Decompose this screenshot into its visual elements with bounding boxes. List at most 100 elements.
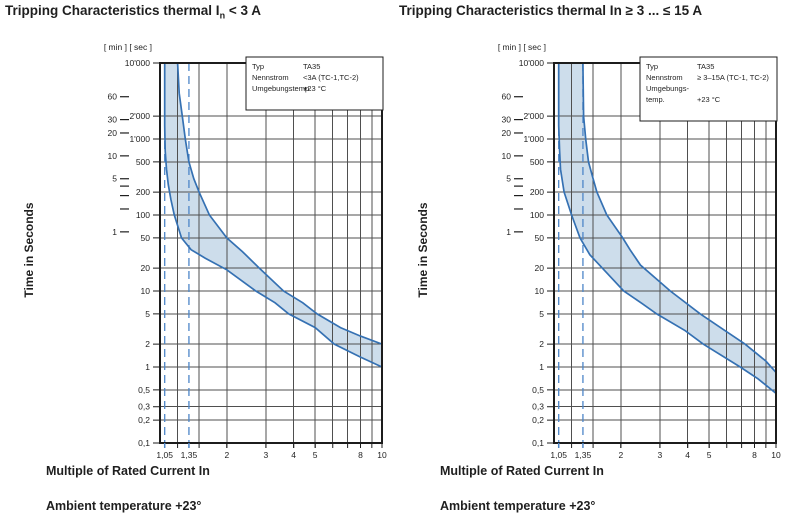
upper-trip-curve bbox=[176, 63, 382, 345]
svg-text:1: 1 bbox=[506, 227, 511, 237]
svg-text:1,05: 1,05 bbox=[156, 450, 173, 460]
legend-value: ≥ 3–15A (TC-1, TC-2) bbox=[697, 73, 769, 82]
svg-text:2: 2 bbox=[618, 450, 623, 460]
title-text: Tripping Characteristics thermal I bbox=[5, 3, 220, 18]
svg-text:0,3: 0,3 bbox=[532, 402, 544, 412]
svg-text:1,35: 1,35 bbox=[181, 450, 198, 460]
gridlines bbox=[554, 62, 777, 444]
x-axis-labels: 1,05 1,35 2 3 4 5 8 10 bbox=[550, 443, 781, 460]
svg-text:8: 8 bbox=[358, 450, 363, 460]
svg-text:10'000: 10'000 bbox=[519, 58, 545, 68]
unit-header: [ min ] [ sec ] bbox=[498, 42, 546, 52]
sec-axis-labels: 10'000 2'000 1'000 500 200 100 50 20 10 5 2 1 0,5 0,3… bbox=[519, 58, 554, 448]
lower-trip-curve bbox=[163, 63, 382, 368]
legend-value: +23 °C bbox=[303, 84, 327, 93]
legend-value: +23 °C bbox=[697, 95, 721, 104]
svg-text:0,3: 0,3 bbox=[138, 402, 150, 412]
svg-text:0,1: 0,1 bbox=[138, 438, 150, 448]
svg-text:30: 30 bbox=[108, 115, 118, 125]
svg-text:30: 30 bbox=[502, 115, 512, 125]
svg-text:0,5: 0,5 bbox=[532, 385, 544, 395]
lower-trip-curve bbox=[557, 63, 776, 395]
svg-text:20: 20 bbox=[502, 128, 512, 138]
svg-text:5: 5 bbox=[313, 450, 318, 460]
legend-label: Nennstrom bbox=[252, 73, 289, 82]
svg-text:500: 500 bbox=[136, 157, 150, 167]
svg-text:500: 500 bbox=[530, 157, 544, 167]
svg-text:3: 3 bbox=[264, 450, 269, 460]
svg-text:2: 2 bbox=[224, 450, 229, 460]
svg-text:1,05: 1,05 bbox=[550, 450, 567, 460]
svg-text:0,1: 0,1 bbox=[532, 438, 544, 448]
svg-text:1: 1 bbox=[145, 362, 150, 372]
svg-text:2: 2 bbox=[539, 339, 544, 349]
title-subscript: n bbox=[219, 10, 226, 21]
svg-text:10: 10 bbox=[502, 151, 512, 161]
svg-text:10: 10 bbox=[108, 151, 118, 161]
legend-label: Umgebungstemp. bbox=[252, 84, 311, 93]
svg-text:1'000: 1'000 bbox=[523, 134, 544, 144]
tripping-curve-chart: 10'000 2'000 1'000 500 200 100 50 20 10 5 2 1 0,5 0,3… bbox=[498, 42, 781, 460]
svg-text:10: 10 bbox=[377, 450, 387, 460]
svg-text:60: 60 bbox=[502, 92, 512, 102]
svg-text:4: 4 bbox=[685, 450, 690, 460]
x-axis-labels: 1,05 1,35 2 3 4 5 8 10 bbox=[156, 443, 387, 460]
svg-text:60: 60 bbox=[108, 92, 118, 102]
svg-text:4: 4 bbox=[291, 450, 296, 460]
svg-text:2'000: 2'000 bbox=[523, 111, 544, 121]
svg-text:20: 20 bbox=[535, 263, 545, 273]
legend-label: Nennstrom bbox=[646, 73, 683, 82]
svg-text:10'000: 10'000 bbox=[125, 58, 151, 68]
x-axis-title: Multiple of Rated Current In bbox=[440, 464, 604, 478]
svg-text:10: 10 bbox=[141, 286, 151, 296]
min-axis-labels: 60 30 20 10 5 1 bbox=[108, 92, 129, 237]
chart-panel-left: Tripping Characteristics thermal In < 3 … bbox=[5, 3, 387, 513]
page-title: Tripping Characteristics thermal In < 3 … bbox=[5, 3, 261, 21]
tripping-curve-chart: 10'000 2'000 1'000 500 200 100 50 20 10 5 2 1 0,5 0,3… bbox=[104, 42, 387, 460]
gridlines bbox=[160, 62, 383, 444]
svg-text:2'000: 2'000 bbox=[129, 111, 150, 121]
svg-text:10: 10 bbox=[535, 286, 545, 296]
legend-label: temp. bbox=[646, 95, 665, 104]
svg-text:200: 200 bbox=[136, 187, 150, 197]
ambient-temperature-note: Ambient temperature +23° bbox=[440, 499, 596, 513]
page-title: Tripping Characteristics thermal In ≥ 3 … bbox=[399, 3, 702, 21]
svg-text:5: 5 bbox=[707, 450, 712, 460]
legend-value: TA35 bbox=[697, 62, 714, 71]
x-axis-title: Multiple of Rated Current In bbox=[46, 464, 210, 478]
sec-axis-labels: 10'000 2'000 1'000 500 200 100 50 20 10 5 2 1 0,5 0,3… bbox=[125, 58, 160, 448]
legend-label: Typ bbox=[646, 62, 658, 71]
svg-text:0,2: 0,2 bbox=[532, 415, 544, 425]
svg-text:5: 5 bbox=[145, 309, 150, 319]
svg-text:100: 100 bbox=[530, 210, 544, 220]
svg-text:2: 2 bbox=[145, 339, 150, 349]
ambient-temperature-note: Ambient temperature +23° bbox=[46, 499, 202, 513]
svg-text:50: 50 bbox=[535, 233, 545, 243]
legend-label: Umgebungs- bbox=[646, 84, 689, 93]
plot-border bbox=[159, 62, 383, 444]
svg-text:50: 50 bbox=[141, 233, 151, 243]
svg-text:1: 1 bbox=[112, 227, 117, 237]
chart-panel-right: Tripping Characteristics thermal In ≥ 3 … bbox=[394, 0, 788, 522]
legend-label: Typ bbox=[252, 62, 264, 71]
title-text: Tripping Characteristics thermal In ≥ 3 … bbox=[399, 3, 703, 18]
svg-text:1'000: 1'000 bbox=[129, 134, 150, 144]
svg-text:20: 20 bbox=[108, 128, 118, 138]
upper-trip-curve bbox=[582, 63, 776, 373]
title-suffix: < 3 A bbox=[225, 3, 261, 18]
unit-header: [ min ] [ sec ] bbox=[104, 42, 152, 52]
svg-text:0,2: 0,2 bbox=[138, 415, 150, 425]
svg-text:5: 5 bbox=[539, 309, 544, 319]
svg-text:8: 8 bbox=[752, 450, 757, 460]
min-axis-labels: 60 30 20 10 5 1 bbox=[502, 92, 523, 237]
legend: Typ TA35 Nennstrom ≥ 3–15A (TC-1, TC-2) Umge… bbox=[639, 56, 778, 122]
svg-text:5: 5 bbox=[112, 174, 117, 184]
svg-text:1,35: 1,35 bbox=[575, 450, 592, 460]
svg-text:200: 200 bbox=[530, 187, 544, 197]
legend-value: TA35 bbox=[303, 62, 320, 71]
legend: Typ TA35 Nennstrom <3A (TC-1,TC-2) Umgebungs… bbox=[245, 56, 384, 111]
legend-value: <3A (TC-1,TC-2) bbox=[303, 73, 359, 82]
svg-text:100: 100 bbox=[136, 210, 150, 220]
svg-text:3: 3 bbox=[658, 450, 663, 460]
